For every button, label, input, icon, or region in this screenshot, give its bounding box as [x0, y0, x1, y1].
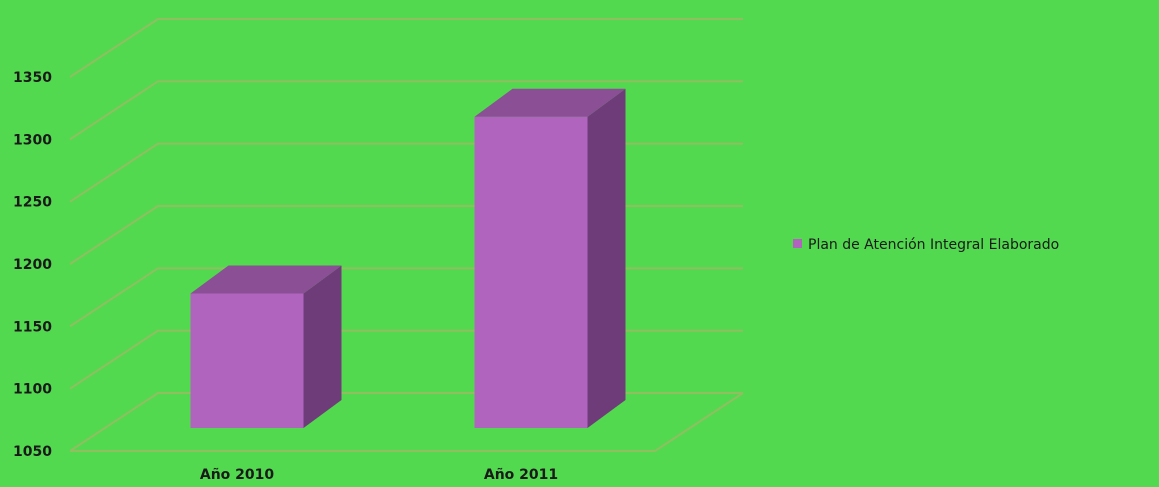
- y-tick-label-1250: 1250: [13, 195, 52, 211]
- legend-swatch: [793, 239, 802, 248]
- gridline-1300: [69, 80, 743, 141]
- gridline-1250: [69, 142, 743, 203]
- y-axis: 1050 1100 1150 1200 1250 1300 1350: [13, 70, 52, 460]
- y-tick-label-1100: 1100: [13, 382, 52, 398]
- gridline-1100: [69, 329, 743, 390]
- y-tick-label-1300: 1300: [13, 132, 52, 148]
- bar-1: [190, 265, 342, 428]
- bar-top-1: [190, 265, 342, 294]
- bar-top-2: [474, 88, 626, 117]
- legend: Plan de Atención Integral Elaborado: [793, 237, 1059, 253]
- y-tick-label-1350: 1350: [13, 70, 52, 86]
- y-tick-label-1200: 1200: [13, 257, 52, 273]
- bar-front-2: [474, 116, 588, 428]
- gridline-1150: [69, 267, 743, 328]
- bar-front-1: [190, 293, 304, 428]
- x-category-label-1: Año 2010: [200, 467, 275, 483]
- floor-edge: [70, 392, 744, 452]
- bars-layer: [190, 88, 626, 428]
- bar-side-1: [303, 265, 342, 428]
- legend-label: Plan de Atención Integral Elaborado: [808, 237, 1059, 253]
- y-tick-label-1050: 1050: [13, 444, 52, 460]
- x-category-label-2: Año 2011: [484, 467, 558, 483]
- bar-side-2: [587, 88, 626, 428]
- gridline-1350: [69, 18, 743, 78]
- bar-2: [474, 88, 626, 428]
- gridline-1050: [69, 392, 743, 452]
- x-axis: Año 2010 Año 2011: [200, 467, 558, 483]
- y-tick-label-1150: 1150: [13, 319, 52, 335]
- gridline-1200: [69, 205, 743, 265]
- grid-layer: [69, 18, 744, 452]
